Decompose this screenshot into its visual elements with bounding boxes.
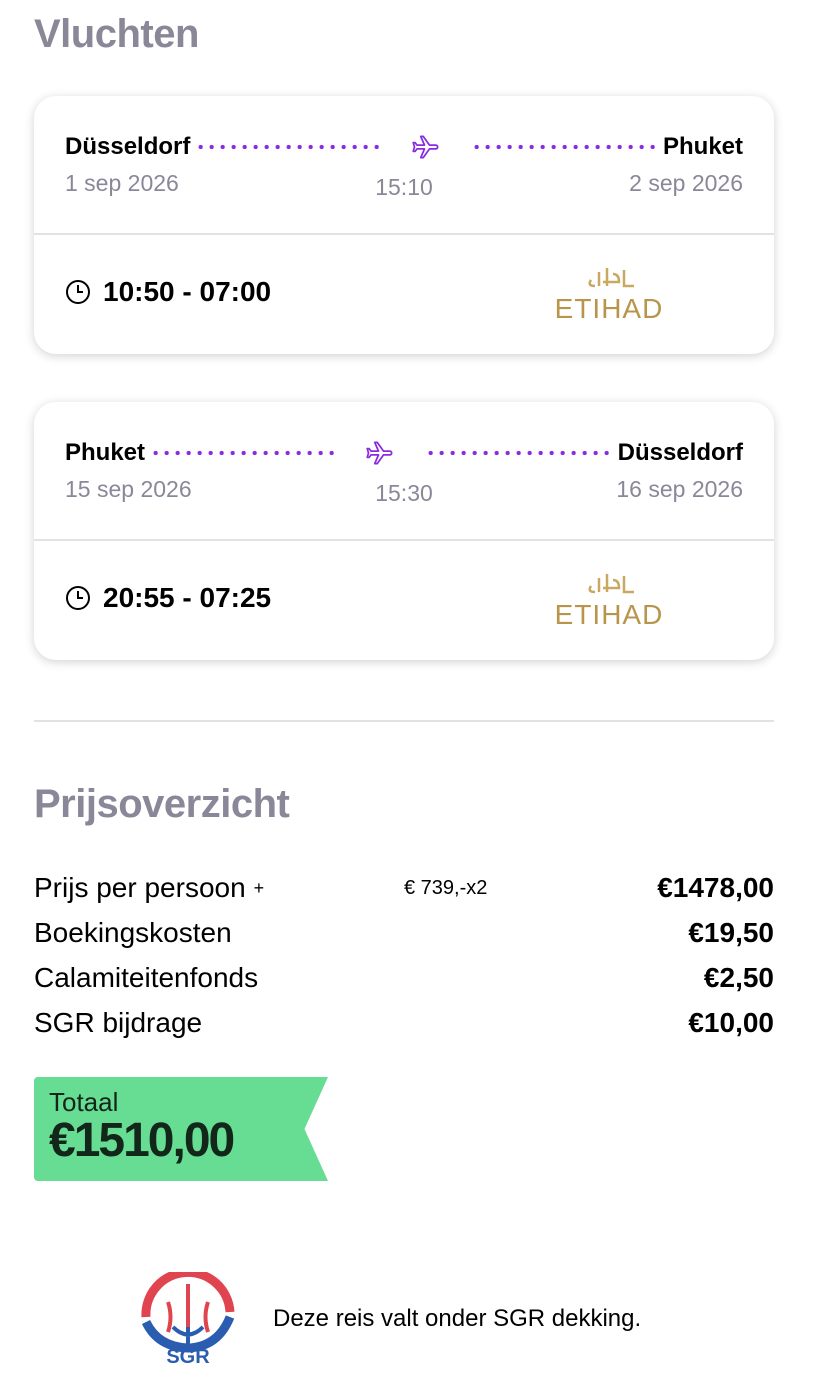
flight-times: 10:50 - 07:00 bbox=[65, 276, 271, 308]
expand-plus-icon[interactable]: + bbox=[253, 877, 265, 898]
price-row-per-person: Prijs per persoon + € 739,-x2 €1478,00 bbox=[34, 872, 774, 904]
price-label: Prijs per persoon bbox=[34, 872, 246, 903]
dotted-line bbox=[153, 450, 335, 456]
svg-text:ETIHAD: ETIHAD bbox=[555, 293, 664, 324]
dates: 15 sep 2026 16 sep 2026 bbox=[65, 476, 743, 503]
route: Düsseldorf Phuket bbox=[65, 132, 743, 162]
origin-city: Phuket bbox=[65, 439, 146, 466]
card-divider bbox=[34, 233, 774, 235]
card-divider bbox=[34, 539, 774, 541]
unit-price: € 739,-x2 bbox=[404, 876, 488, 899]
arrival-date: 2 sep 2026 bbox=[629, 170, 743, 196]
price-title: Prijsoverzicht bbox=[34, 782, 290, 826]
price-row-calamity: Calamiteitenfonds €2,50 bbox=[34, 962, 774, 994]
divider bbox=[34, 720, 774, 722]
svg-text:ETIHAD: ETIHAD bbox=[555, 599, 664, 630]
sgr-logo-text: SGR bbox=[166, 1346, 210, 1364]
flight-card: Düsseldorf Phuket 1 sep 2026 2 sep 2026 … bbox=[34, 96, 774, 354]
price-value: €1478,00 bbox=[657, 872, 774, 903]
dotted-line bbox=[428, 450, 610, 456]
etihad-logo: ETIHAD bbox=[555, 574, 664, 630]
clock-icon bbox=[66, 280, 90, 304]
flight-times: 20:55 - 07:25 bbox=[65, 582, 271, 614]
arrival-date: 16 sep 2026 bbox=[616, 476, 743, 502]
flights-title: Vluchten bbox=[34, 12, 199, 56]
departure-date: 15 sep 2026 bbox=[65, 476, 192, 502]
total-badge: Totaal €1510,00 bbox=[34, 1077, 328, 1181]
total-label: Totaal bbox=[49, 1087, 119, 1117]
price-label: Calamiteitenfonds bbox=[34, 962, 259, 993]
destination-city: Düsseldorf bbox=[617, 439, 743, 466]
sgr-coverage-text: Deze reis valt onder SGR dekking. bbox=[273, 1305, 642, 1332]
dates: 1 sep 2026 2 sep 2026 bbox=[65, 170, 743, 197]
price-value: €10,00 bbox=[688, 1007, 774, 1038]
destination-city: Phuket bbox=[662, 133, 743, 160]
price-row-sgr: SGR bijdrage €10,00 bbox=[34, 1007, 774, 1039]
sgr-logo: SGR bbox=[141, 1272, 235, 1364]
plane-icon bbox=[412, 135, 439, 159]
total-value: €1510,00 bbox=[49, 1114, 235, 1167]
origin-city: Düsseldorf bbox=[65, 133, 191, 160]
flight-card: Phuket Düsseldorf 15 sep 2026 16 sep 202… bbox=[34, 402, 774, 660]
price-row-booking: Boekingskosten €19,50 bbox=[34, 917, 774, 949]
times-text: 20:55 - 07:25 bbox=[103, 582, 272, 613]
dotted-line bbox=[198, 144, 380, 150]
flight-duration: 15:30 bbox=[375, 480, 433, 506]
clock-icon bbox=[66, 586, 90, 610]
price-value: €2,50 bbox=[703, 962, 774, 993]
price-label: SGR bijdrage bbox=[34, 1007, 203, 1038]
price-label: Boekingskosten bbox=[34, 917, 232, 948]
plane-icon bbox=[366, 441, 393, 465]
route: Phuket Düsseldorf bbox=[65, 438, 743, 468]
flight-duration: 15:10 bbox=[375, 174, 433, 200]
price-value: €19,50 bbox=[688, 917, 774, 948]
departure-date: 1 sep 2026 bbox=[65, 170, 179, 196]
dotted-line bbox=[473, 144, 655, 150]
times-text: 10:50 - 07:00 bbox=[103, 276, 272, 307]
etihad-logo: ETIHAD bbox=[555, 268, 664, 324]
